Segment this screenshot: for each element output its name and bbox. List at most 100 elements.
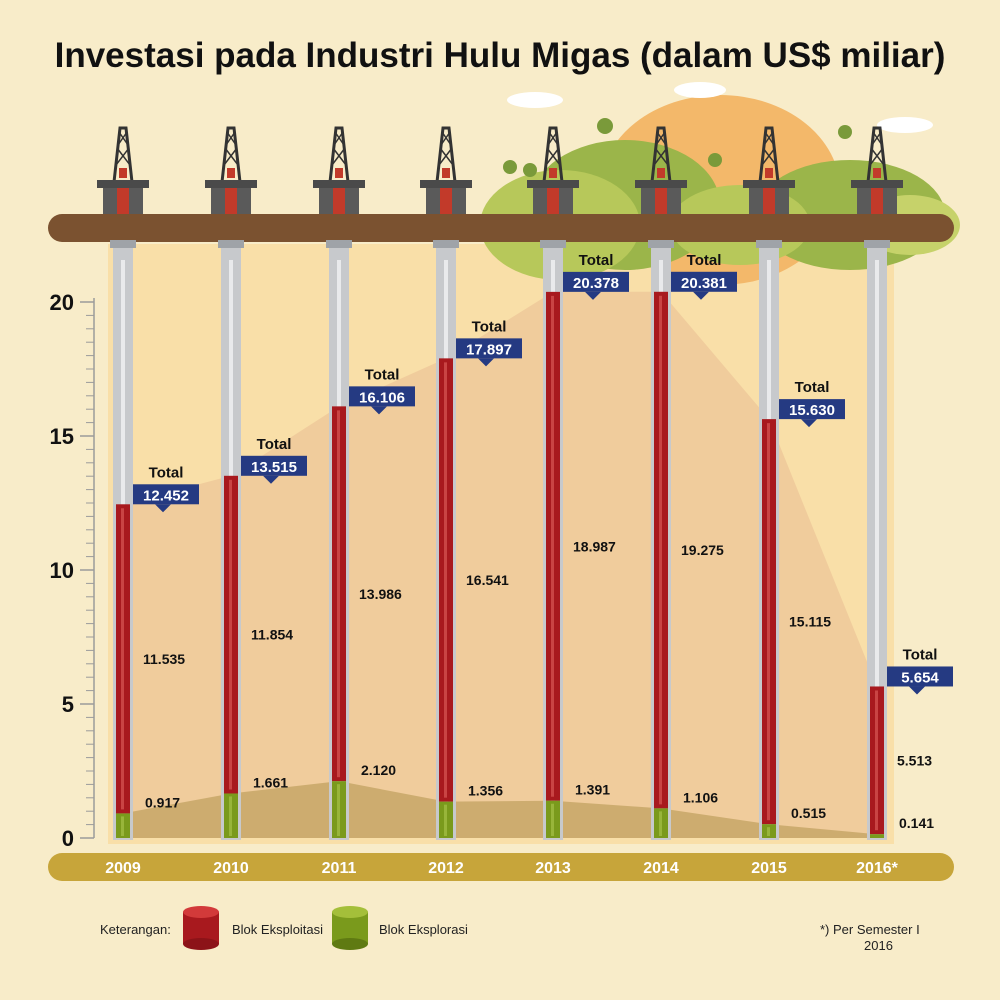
bar-exploitation-highlight xyxy=(551,295,554,797)
chart-title: Investasi pada Industri Hulu Migas (dala… xyxy=(54,36,946,75)
exploration-value-label: 0.917 xyxy=(145,794,180,810)
tree-icon xyxy=(838,125,852,139)
exploration-value-label: 1.661 xyxy=(253,774,288,790)
bar-exploration-highlight xyxy=(659,811,662,836)
legend-red-icon xyxy=(183,906,219,950)
x-tick-label: 2011 xyxy=(322,860,357,877)
exploration-value-label: 1.391 xyxy=(575,782,610,798)
bar-exploitation-highlight xyxy=(875,690,878,831)
footnote-line2: 2016 xyxy=(864,938,893,953)
total-badge-bg xyxy=(887,666,953,687)
total-badge: 15.630 Total xyxy=(779,379,845,428)
y-tick-label: 15 xyxy=(50,424,74,449)
total-badge-bg xyxy=(349,386,415,407)
x-tick-label: 2014 xyxy=(643,860,679,877)
total-badge-bg xyxy=(671,271,737,292)
total-badge: 12.452 Total xyxy=(133,464,199,513)
total-word-label: Total xyxy=(472,318,507,335)
total-word-label: Total xyxy=(687,252,722,269)
bar-exploitation-highlight xyxy=(337,410,340,778)
total-value-label: 20.381 xyxy=(681,275,727,292)
pipe-flange xyxy=(218,240,244,248)
x-tick-label: 2009 xyxy=(105,860,141,877)
total-badge: 13.515 Total xyxy=(241,436,307,484)
tree-icon xyxy=(708,153,722,167)
bar-exploitation-highlight xyxy=(121,508,124,810)
footnote-line1: *) Per Semester I xyxy=(820,922,920,937)
bar-exploitation-highlight xyxy=(229,479,232,790)
total-word-label: Total xyxy=(795,379,830,396)
pipe-flange xyxy=(540,240,566,248)
tree-icon xyxy=(597,118,613,134)
legend-green-icon xyxy=(332,906,368,950)
bar-exploration xyxy=(870,834,884,838)
exploration-value-label: 0.515 xyxy=(791,805,826,821)
y-tick-label: 0 xyxy=(62,826,74,851)
total-word-label: Total xyxy=(257,436,292,453)
exploitation-value-label: 15.115 xyxy=(789,614,831,630)
exploration-value-label: 1.106 xyxy=(683,789,718,805)
footnote: *) Per Semester I 2016 xyxy=(820,922,970,954)
oil-derrick-icon xyxy=(420,126,472,214)
exploitation-value-label: 11.535 xyxy=(143,651,185,667)
oil-derrick-icon xyxy=(743,126,795,214)
exploitation-value-label: 16.541 xyxy=(466,572,509,588)
cloud-icon xyxy=(877,117,933,133)
x-tick-label: 2012 xyxy=(428,860,464,877)
pipe-flange xyxy=(110,240,136,248)
oil-derrick-icon xyxy=(851,126,903,214)
total-badge-pointer xyxy=(693,291,709,300)
total-badge: 16.106 Total xyxy=(349,366,415,415)
total-badge: 17.897 Total xyxy=(456,318,522,367)
total-badge-pointer xyxy=(263,475,279,484)
legend-item-exploration: Blok Eksplorasi xyxy=(379,922,468,937)
total-area xyxy=(123,291,877,839)
bar-exploration-highlight xyxy=(337,784,340,836)
total-badge-bg xyxy=(563,271,629,292)
bar-exploitation-highlight xyxy=(659,295,662,805)
total-value-label: 15.630 xyxy=(789,402,835,419)
legend-item-exploitation: Blok Eksploitasi xyxy=(232,922,324,937)
total-badge: 5.654 Total xyxy=(887,646,953,695)
cloud-icon xyxy=(507,92,563,108)
bar-exploration-highlight xyxy=(229,796,232,836)
y-tick-label: 5 xyxy=(62,692,74,717)
total-badge-pointer xyxy=(585,291,601,300)
x-tick-label: 2016* xyxy=(856,860,899,877)
exploration-value-label: 1.356 xyxy=(468,783,503,799)
total-value-label: 16.106 xyxy=(359,389,405,406)
pipe-flange xyxy=(326,240,352,248)
bar-exploration-highlight xyxy=(551,803,554,836)
exploitation-value-label: 18.987 xyxy=(573,538,616,554)
exploration-value-label: 2.120 xyxy=(361,762,396,778)
total-word-label: Total xyxy=(149,464,184,481)
total-badge-pointer xyxy=(155,504,171,513)
bar-exploration-highlight xyxy=(444,804,447,836)
exploitation-value-label: 19.275 xyxy=(681,542,724,558)
total-badge-bg xyxy=(456,338,522,359)
tree-icon xyxy=(503,160,517,174)
legend-icons xyxy=(183,906,368,950)
exploitation-value-label: 5.513 xyxy=(897,752,932,768)
exploitation-value-label: 13.986 xyxy=(359,586,402,602)
total-value-label: 12.452 xyxy=(143,487,189,504)
bar-exploitation-highlight xyxy=(444,362,447,798)
total-word-label: Total xyxy=(903,646,938,663)
bar-exploration-highlight xyxy=(121,816,124,836)
total-value-label: 13.515 xyxy=(251,459,297,476)
y-tick-label: 10 xyxy=(50,558,74,583)
total-value-label: 20.378 xyxy=(573,275,619,292)
x-tick-label: 2010 xyxy=(213,860,249,877)
pipe-flange xyxy=(648,240,674,248)
oil-derrick-icon xyxy=(313,126,365,214)
ground-bar xyxy=(48,214,954,242)
bar-exploitation-highlight xyxy=(767,423,770,821)
total-badge-bg xyxy=(133,484,199,505)
pipe-flange xyxy=(864,240,890,248)
x-axis-band xyxy=(48,853,954,881)
total-badge: 20.381 Total xyxy=(671,252,737,300)
total-word-label: Total xyxy=(579,252,614,269)
x-tick-label: 2013 xyxy=(535,860,571,877)
cloud-icon xyxy=(674,82,726,98)
